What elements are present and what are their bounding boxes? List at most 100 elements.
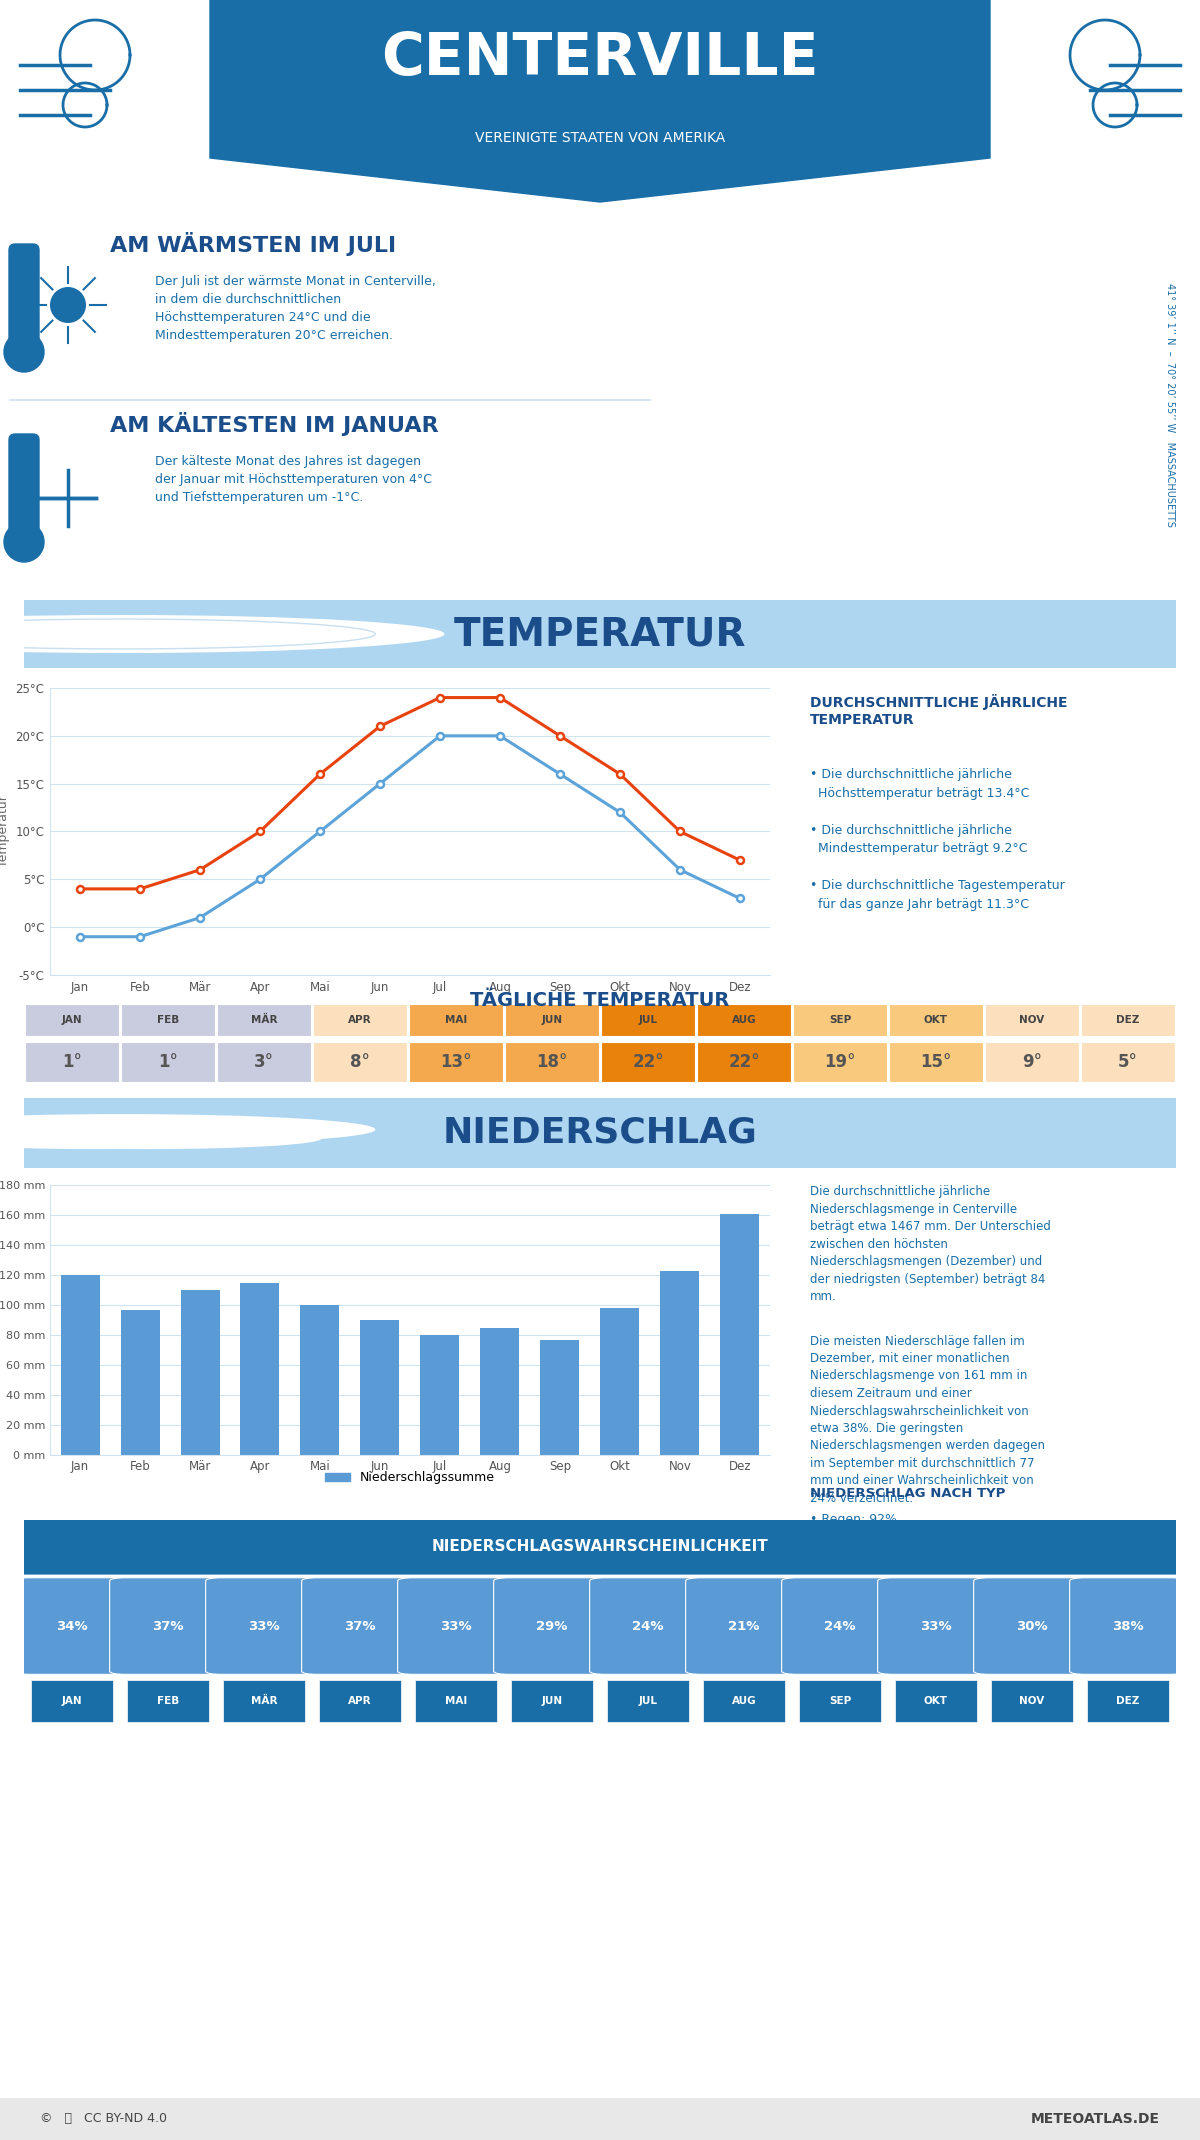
Text: Die meisten Niederschläge fallen im
Dezember, mit einer monatlichen
Niederschlag: Die meisten Niederschläge fallen im Deze…: [810, 1335, 1045, 1504]
Legend: Maximale Temperatur, Minimale Temperatur: Maximale Temperatur, Minimale Temperatur: [223, 1008, 598, 1031]
Text: SEP: SEP: [829, 1014, 851, 1025]
Bar: [120, 1310, 160, 1455]
Bar: [697, 1004, 791, 1036]
Text: JUL: JUL: [638, 1014, 658, 1025]
Bar: [25, 1004, 119, 1036]
Text: 22°: 22°: [728, 1053, 760, 1070]
Text: MAI: MAI: [445, 1014, 467, 1025]
Bar: [480, 1327, 520, 1455]
Text: APR: APR: [348, 1695, 372, 1706]
Text: DURCHSCHNITTLICHE JÄHRLICHE
TEMPERATUR: DURCHSCHNITTLICHE JÄHRLICHE TEMPERATUR: [810, 693, 1068, 728]
Bar: [121, 1042, 215, 1083]
Bar: [1081, 1042, 1175, 1083]
Text: NIEDERSCHLAG: NIEDERSCHLAG: [443, 1115, 757, 1149]
FancyBboxPatch shape: [1069, 1577, 1187, 1673]
Text: 8°: 8°: [350, 1053, 370, 1070]
Text: 37%: 37%: [344, 1620, 376, 1633]
FancyBboxPatch shape: [12, 1517, 1188, 1575]
Text: DEZ: DEZ: [1116, 1014, 1140, 1025]
FancyBboxPatch shape: [493, 1577, 611, 1673]
Bar: [60, 1275, 100, 1455]
Circle shape: [0, 1128, 322, 1149]
FancyBboxPatch shape: [10, 244, 38, 351]
Text: DEZ: DEZ: [1116, 1695, 1140, 1706]
FancyBboxPatch shape: [13, 1577, 131, 1673]
Text: JAN: JAN: [61, 1014, 83, 1025]
Bar: [1087, 1680, 1169, 1721]
Text: 30%: 30%: [1016, 1620, 1048, 1633]
Bar: [313, 1042, 407, 1083]
Circle shape: [0, 614, 444, 653]
Text: ©   ⓘ   CC BY-ND 4.0: © ⓘ CC BY-ND 4.0: [40, 2112, 167, 2125]
Text: 22°: 22°: [632, 1053, 664, 1070]
Text: NOV: NOV: [1019, 1014, 1045, 1025]
Bar: [703, 1680, 785, 1721]
Text: FEB: FEB: [157, 1014, 179, 1025]
Bar: [601, 1042, 695, 1083]
Bar: [240, 1282, 280, 1455]
Text: 24%: 24%: [632, 1620, 664, 1633]
Bar: [78, 1134, 253, 1143]
Bar: [505, 1042, 599, 1083]
Text: JUN: JUN: [541, 1695, 563, 1706]
FancyBboxPatch shape: [973, 1577, 1091, 1673]
Text: OKT: OKT: [924, 1695, 948, 1706]
Text: CENTERVILLE: CENTERVILLE: [382, 30, 818, 86]
Text: AUG: AUG: [732, 1014, 756, 1025]
Text: 29%: 29%: [536, 1620, 568, 1633]
Bar: [540, 1340, 580, 1455]
Bar: [511, 1680, 593, 1721]
Polygon shape: [210, 0, 990, 201]
FancyBboxPatch shape: [301, 1577, 419, 1673]
Bar: [895, 1680, 977, 1721]
Circle shape: [0, 618, 376, 648]
Text: JUL: JUL: [638, 1695, 658, 1706]
Text: 5°: 5°: [1118, 1053, 1138, 1070]
Text: 34%: 34%: [56, 1620, 88, 1633]
Text: MÄR: MÄR: [251, 1695, 277, 1706]
Text: 41° 39’ 1’’ N  –  70° 20’ 55’’ W   MASSACHUSETTS: 41° 39’ 1’’ N – 70° 20’ 55’’ W MASSACHUS…: [1165, 282, 1175, 526]
Text: 19°: 19°: [824, 1053, 856, 1070]
Text: MÄR: MÄR: [251, 1014, 277, 1025]
Text: 38%: 38%: [1112, 1620, 1144, 1633]
Text: Die durchschnittliche jährliche
Niederschlagsmenge in Centerville
beträgt etwa 1: Die durchschnittliche jährliche Niedersc…: [810, 1186, 1051, 1303]
Bar: [985, 1004, 1079, 1036]
Y-axis label: Temperatur: Temperatur: [0, 796, 10, 867]
Text: 9°: 9°: [1022, 1053, 1042, 1070]
Text: • Die durchschnittliche jährliche
  Höchsttemperatur beträgt 13.4°C

• Die durch: • Die durchschnittliche jährliche Höchst…: [810, 768, 1064, 912]
Bar: [1081, 1004, 1175, 1036]
Bar: [799, 1680, 881, 1721]
Text: AUG: AUG: [732, 1695, 756, 1706]
Bar: [991, 1680, 1073, 1721]
Text: 1°: 1°: [62, 1053, 82, 1070]
FancyBboxPatch shape: [589, 1577, 707, 1673]
Circle shape: [4, 522, 44, 563]
FancyBboxPatch shape: [397, 1577, 515, 1673]
Circle shape: [50, 287, 86, 323]
Text: Der Juli ist der wärmste Monat in Centerville,
in dem die durchschnittlichen
Höc: Der Juli ist der wärmste Monat in Center…: [155, 276, 436, 342]
Text: 33%: 33%: [920, 1620, 952, 1633]
FancyBboxPatch shape: [781, 1577, 899, 1673]
Bar: [505, 1004, 599, 1036]
Bar: [697, 1042, 791, 1083]
Text: TEMPERATUR: TEMPERATUR: [454, 614, 746, 653]
Text: • Regen: 92%: • Regen: 92%: [810, 1513, 896, 1526]
FancyBboxPatch shape: [205, 1577, 323, 1673]
Text: APR: APR: [348, 1014, 372, 1025]
Text: 33%: 33%: [440, 1620, 472, 1633]
Text: MAI: MAI: [445, 1695, 467, 1706]
Text: OKT: OKT: [924, 1014, 948, 1025]
Text: 21%: 21%: [728, 1620, 760, 1633]
Bar: [660, 1271, 700, 1455]
Text: • Schnee: 8%: • Schnee: 8%: [810, 1543, 896, 1556]
Bar: [300, 1305, 340, 1455]
FancyBboxPatch shape: [0, 597, 1200, 670]
Text: SEP: SEP: [829, 1695, 851, 1706]
Text: NIEDERSCHLAG NACH TYP: NIEDERSCHLAG NACH TYP: [810, 1487, 1006, 1500]
Text: 33%: 33%: [248, 1620, 280, 1633]
Text: 3°: 3°: [254, 1053, 274, 1070]
Text: VEREINIGTE STAATEN VON AMERIKA: VEREINIGTE STAATEN VON AMERIKA: [475, 131, 725, 146]
Bar: [415, 1680, 497, 1721]
Bar: [607, 1680, 689, 1721]
Bar: [985, 1042, 1079, 1083]
